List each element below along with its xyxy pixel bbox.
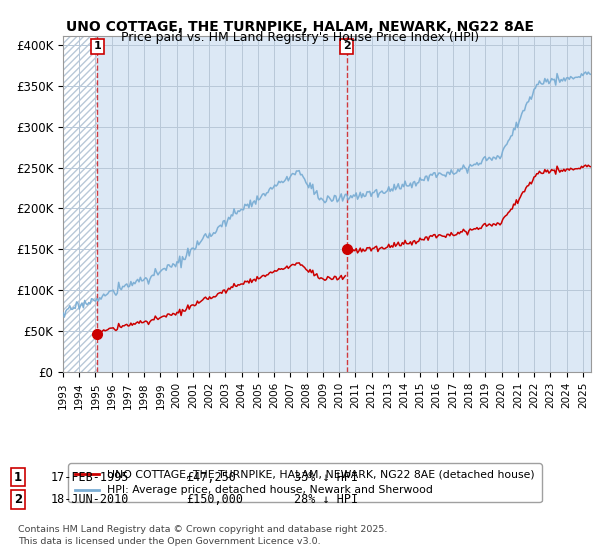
Text: Contains HM Land Registry data © Crown copyright and database right 2025.
This d: Contains HM Land Registry data © Crown c… [18,525,388,546]
Text: £150,000: £150,000 [186,493,243,506]
Text: 2: 2 [343,41,350,52]
Text: 33% ↓ HPI: 33% ↓ HPI [294,470,358,484]
Text: 2: 2 [14,493,22,506]
Bar [63,36,97,372]
Text: £47,250: £47,250 [186,470,236,484]
Text: 1: 1 [94,41,101,52]
Text: 28% ↓ HPI: 28% ↓ HPI [294,493,358,506]
Legend: UNO COTTAGE, THE TURNPIKE, HALAM, NEWARK, NG22 8AE (detached house), HPI: Averag: UNO COTTAGE, THE TURNPIKE, HALAM, NEWARK… [68,464,542,502]
Text: UNO COTTAGE, THE TURNPIKE, HALAM, NEWARK, NG22 8AE: UNO COTTAGE, THE TURNPIKE, HALAM, NEWARK… [66,20,534,34]
Text: 1: 1 [14,470,22,484]
Text: 17-FEB-1995: 17-FEB-1995 [51,470,130,484]
Text: 18-JUN-2010: 18-JUN-2010 [51,493,130,506]
Text: Price paid vs. HM Land Registry's House Price Index (HPI): Price paid vs. HM Land Registry's House … [121,31,479,44]
